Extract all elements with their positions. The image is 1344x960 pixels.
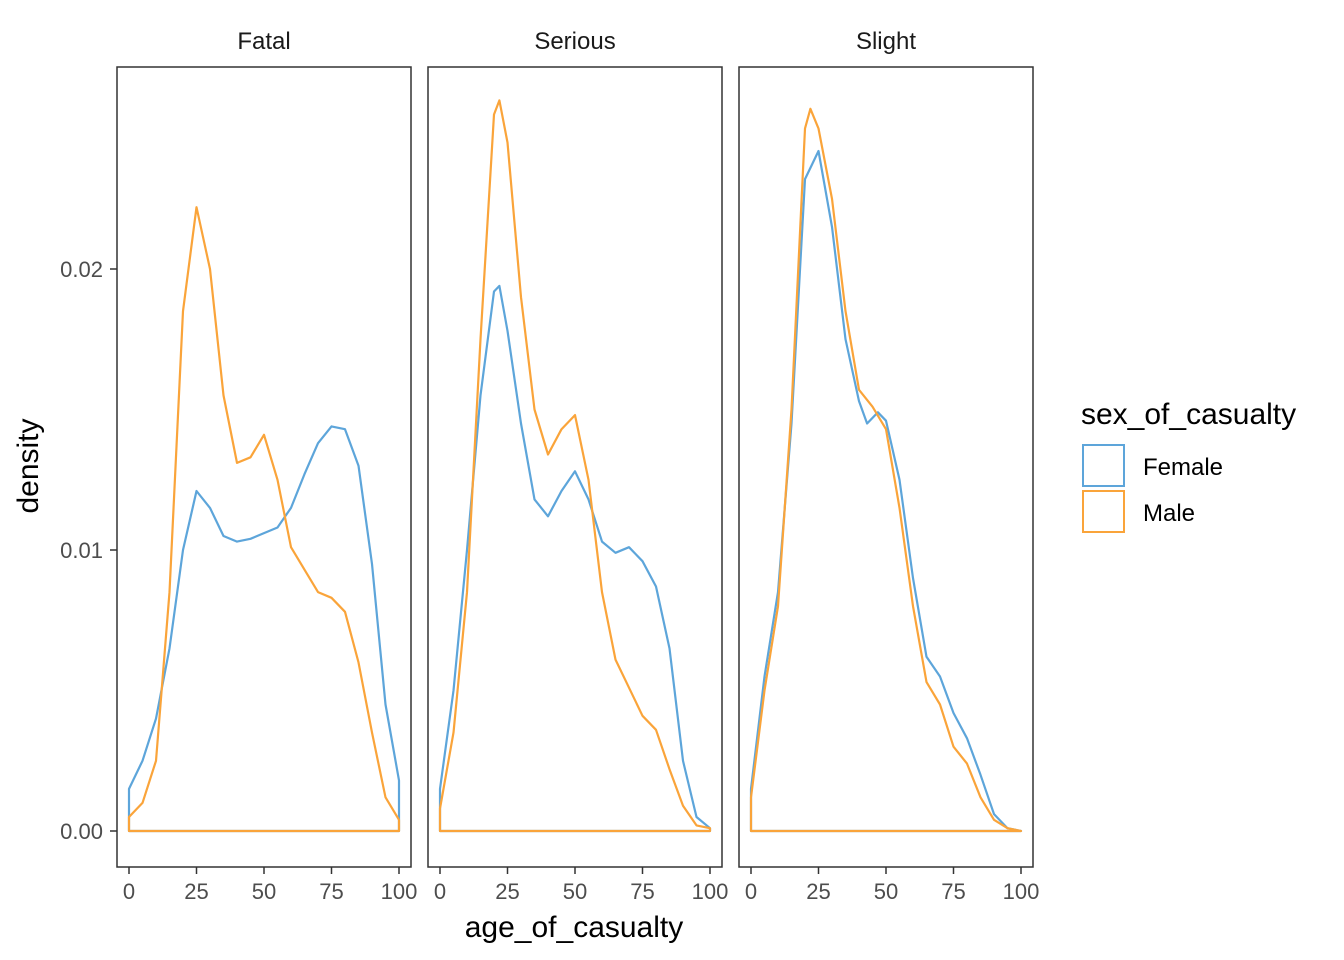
x-tick-label-slight-50: 50 [874, 879, 898, 904]
x-tick-label-fatal-25: 25 [184, 879, 208, 904]
y-tick-label-2: 0.02 [60, 257, 103, 282]
x-axis-title: age_of_casualty [465, 911, 684, 944]
y-axis-title: density [12, 418, 45, 513]
x-tick-label-slight-75: 75 [941, 879, 965, 904]
y-tick-label-0: 0.00 [60, 819, 103, 844]
legend-label-female: Female [1143, 454, 1223, 481]
x-tick-label-serious-25: 25 [495, 879, 519, 904]
x-tick-label-serious-50: 50 [563, 879, 587, 904]
strip-label-serious: Serious [534, 28, 615, 55]
density-line-slight-female [749, 149, 1023, 833]
density-line-slight-male [749, 107, 1023, 833]
legend-key-female [1082, 444, 1125, 487]
x-tick-label-slight-25: 25 [806, 879, 830, 904]
panel-border-serious [427, 66, 723, 868]
x-tick-label-slight-0: 0 [745, 879, 757, 904]
legend-key-male [1082, 490, 1125, 533]
x-tick-label-fatal-0: 0 [123, 879, 135, 904]
legend: sex_of_casualty Female Male [1081, 398, 1296, 533]
x-tick-label-fatal-50: 50 [252, 879, 276, 904]
panel-border-fatal [116, 66, 412, 868]
legend-label-male: Male [1143, 500, 1195, 527]
y-axis: 0.00 0.01 0.02 [60, 257, 117, 844]
density-line-serious-male [438, 99, 712, 833]
panel-slight: Slight 0 25 50 75 100 [738, 28, 1040, 904]
x-tick-label-fatal-75: 75 [319, 879, 343, 904]
legend-title: sex_of_casualty [1081, 398, 1296, 431]
density-line-fatal-male [127, 206, 401, 833]
x-tick-label-serious-100: 100 [692, 879, 729, 904]
y-tick-label-1: 0.01 [60, 538, 103, 563]
x-tick-label-serious-75: 75 [630, 879, 654, 904]
x-tick-label-fatal-100: 100 [381, 879, 418, 904]
panel-border-slight [738, 66, 1034, 868]
density-line-serious-female [438, 284, 712, 833]
panel-fatal: Fatal 0 25 50 75 100 [116, 28, 418, 904]
panel-serious: Serious 0 25 50 75 100 [427, 28, 729, 904]
density-line-fatal-female [127, 425, 401, 833]
x-tick-label-slight-100: 100 [1003, 879, 1040, 904]
x-tick-label-serious-0: 0 [434, 879, 446, 904]
facet-panels: Fatal 0 25 50 75 100 Serious 0 25 50 75 100 Slight 0 2… [116, 28, 1040, 904]
strip-label-slight: Slight [856, 28, 916, 55]
strip-label-fatal: Fatal [237, 28, 290, 55]
